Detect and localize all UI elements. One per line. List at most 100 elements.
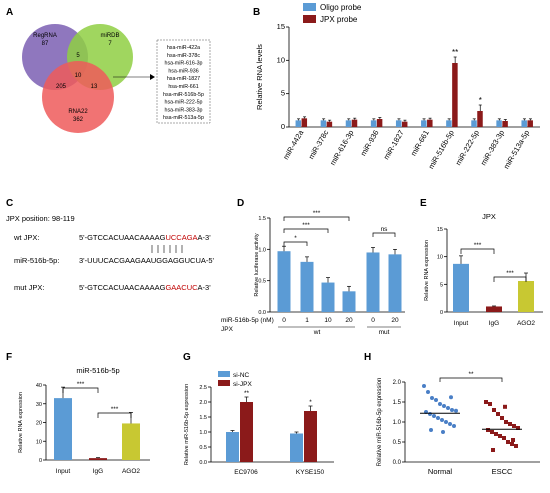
significance-label: *** [302, 222, 310, 229]
venn-rna22-circle [42, 61, 114, 133]
mirna-list-box [156, 39, 211, 124]
x-tick-label: IgG [489, 320, 499, 327]
significance-label: * [294, 235, 297, 242]
y-tick-label: 2.0 [199, 400, 207, 406]
venn-arrow-head [150, 74, 155, 80]
bar-luciferase [366, 252, 380, 312]
y-tick-label: 2.0 [393, 380, 402, 386]
scatter-point-escc [486, 428, 490, 432]
x-tick-label: miR-442a [281, 128, 305, 161]
y-tick-label: 0.0 [393, 460, 402, 466]
group-label-wt: wt [313, 329, 321, 336]
x-tick-label: 1 [305, 317, 309, 324]
scatter-point-escc [514, 444, 518, 448]
bar-rip-ago2 [122, 423, 140, 460]
x-tick-label: AGO2 [517, 320, 535, 327]
x-tick-label: miR-222-5p [454, 129, 481, 167]
x-tick-label: Input [454, 320, 469, 327]
panel-letter-e: E [420, 198, 427, 209]
bar-si-jpx [304, 411, 317, 462]
bar-rip-ago2 [518, 281, 534, 312]
scatter-point-escc [506, 440, 510, 444]
panel-f: F miR-516b-5p 0 10 20 30 40 Relative RNA expre… [6, 352, 150, 475]
bar-oligo-probe [370, 120, 377, 127]
bar-rip-input [54, 398, 72, 460]
venn-rna22-name: RNA22 [68, 109, 88, 115]
mirna-list: hsa-miR-422ahsa-miR-378chsa-miR-616-3phs… [163, 45, 204, 121]
bar-jpx-probe [502, 121, 508, 127]
bar-rip-input [453, 263, 469, 312]
scatter-point-normal [429, 428, 433, 432]
scatter-point-normal [448, 422, 452, 426]
scatter-point-escc [511, 438, 515, 442]
x-tick-label: miR-378c [307, 128, 331, 161]
y-tick-label: 0.5 [258, 279, 266, 285]
y-tick-label: 0 [281, 122, 285, 131]
mirna-list-item: hsa-miR-1827 [167, 76, 200, 82]
x-tick-label: miR-383-3p [479, 128, 506, 166]
bar-si-jpx [240, 402, 253, 462]
pairing-lines [151, 245, 183, 253]
mirna-list-item: hsa-miR-383-3p [165, 107, 203, 113]
bar-oligo-probe [345, 120, 352, 127]
scatter-point-normal [434, 398, 438, 402]
mirna-list-item: hsa-miR-222-5p [165, 100, 203, 106]
wt-seq-seed: UCCAGA [165, 233, 197, 242]
scatter-point-escc [510, 442, 514, 446]
y-axis-label: Relative RNA levels [255, 44, 264, 110]
bar-jpx-probe [401, 121, 408, 127]
significance-bracket [439, 377, 503, 382]
venn-mirdb-name: miRDB [101, 33, 120, 39]
scatter-point-escc [484, 400, 488, 404]
scatter-point-escc [502, 436, 506, 440]
y-axis-label: Relative RNA expression [424, 240, 430, 301]
scatter-point-escc [488, 402, 492, 406]
y-axis-label: Relative luciferase activity [254, 233, 260, 297]
panel-letter-g: G [183, 352, 191, 363]
scatter-point-normal [454, 408, 458, 413]
significance-label: ** [452, 48, 458, 57]
panel-a: A RegRNA 87 miRDB 7 RNA22 362 5 205 13 1… [6, 7, 211, 133]
bar-luciferase [277, 251, 291, 312]
scatter-point-escc [504, 420, 508, 424]
scatter-point-normal [446, 406, 450, 410]
y-tick-label: 0 [39, 458, 42, 464]
bar-luciferase [300, 261, 314, 312]
panel-h: H 0.0 0.5 1.0 1.5 2.0 Relative miR-516b-5p ex… [364, 352, 540, 476]
x-tick-label: 10 [324, 317, 332, 324]
venn-overlap-bc: 13 [91, 84, 98, 90]
mirna-list-item: hsa-miR-661 [168, 84, 198, 90]
bar-oligo-probe [521, 120, 527, 127]
significance-label: ** [468, 371, 474, 378]
panel-e: E JPX 0 5 10 15 Relative RNA expression Input I… [420, 198, 543, 327]
significance-label: * [309, 399, 312, 406]
jpx-position-label: JPX position: 98-119 [6, 214, 75, 223]
chart-title: miR-516b-5p [76, 366, 119, 375]
y-tick-label: 2.5 [199, 385, 207, 391]
significance-bracket [97, 412, 132, 418]
y-tick-label: 20 [36, 421, 42, 427]
bar-jpx-probe [301, 118, 308, 127]
y-tick-label: 0.5 [393, 440, 402, 446]
bar-oligo-probe [496, 120, 502, 127]
bar-oligo-probe [295, 120, 302, 127]
significance-bracket [493, 276, 527, 282]
significance-bracket [62, 387, 99, 393]
y-tick-label: 1.0 [393, 420, 402, 426]
scatter-point-escc [503, 404, 507, 409]
scatter-point-escc [492, 408, 496, 412]
x-tick-label: Normal [428, 467, 453, 476]
significance-bracket [372, 232, 396, 237]
legend-swatch [218, 371, 230, 377]
wt-seq-part-c: A-3' [198, 233, 212, 242]
venn-rna22-count: 362 [73, 117, 84, 123]
row-label-jpx: JPX [221, 326, 234, 333]
y-tick-label: 10 [437, 255, 443, 261]
y-tick-label: 15 [437, 227, 443, 233]
legend-swatch [303, 15, 316, 23]
bar-oligo-probe [395, 120, 402, 127]
x-tick-label: 0 [282, 317, 286, 324]
panel-letter-b: B [253, 7, 260, 18]
venn-overlap-ac: 205 [56, 84, 67, 90]
mut-jpx-label: mut JPX: [14, 283, 44, 292]
